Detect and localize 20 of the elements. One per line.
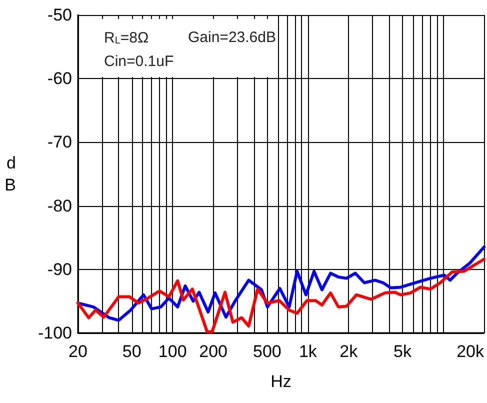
x-tick-label: 20k (456, 342, 484, 361)
x-tick-label: 100 (158, 342, 187, 361)
y-tick-label: -100 (38, 324, 72, 342)
y-tick-label: -70 (47, 132, 72, 152)
x-axis-title: Hz (270, 372, 292, 391)
x-tick-label: 500 (253, 342, 282, 361)
annotation: Gain=23.6dB (188, 29, 276, 46)
x-tick-label: 20 (68, 342, 88, 361)
y-tick-label: -80 (47, 196, 72, 216)
y-tick-label: -60 (47, 69, 72, 88)
annotation: RL=8Ω (104, 30, 149, 46)
y-tick-label: -50 (47, 6, 72, 24)
x-tick-label: 2k (340, 342, 358, 361)
y-axis-title: dB (4, 154, 16, 194)
y-tick-label: -90 (47, 260, 72, 279)
x-tick-label: 200 (199, 342, 228, 361)
x-tick-label: 1k (298, 342, 318, 361)
x-tick-label: 50 (122, 342, 142, 361)
annotation: Cin=0.1uF (104, 53, 174, 70)
x-tick-label: 5k (394, 342, 412, 361)
